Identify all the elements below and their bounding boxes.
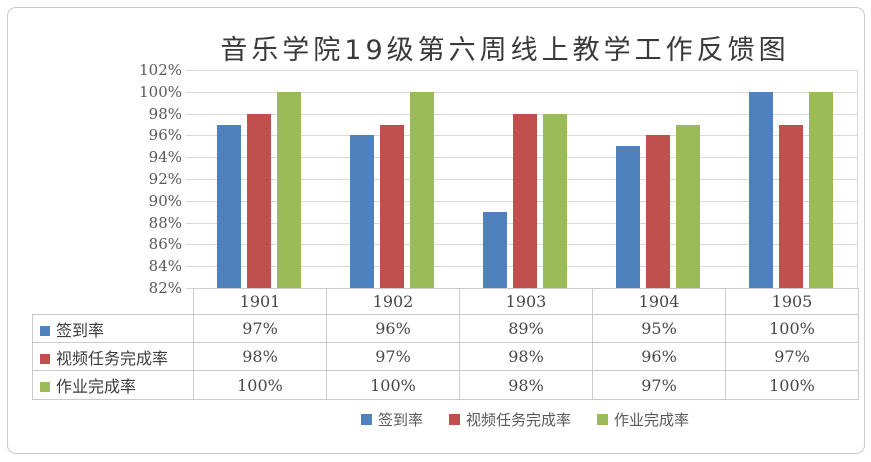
series-swatch-icon [40, 353, 50, 364]
table-row: 签到率 97% 96% 89% 95% 100% [32, 314, 859, 343]
table-header-row: 1901 1902 1903 1904 1905 [33, 288, 859, 315]
bar-作业完成率-1904 [675, 124, 700, 288]
y-axis-tick-label: 96% [148, 126, 182, 145]
table-row: 作业完成率 100% 100% 98% 97% 100% [32, 370, 859, 400]
y-axis-tick-label: 100% [139, 82, 182, 101]
value-cell: 98% [459, 370, 593, 400]
y-axis-tick-label: 86% [148, 235, 182, 254]
value-cell: 98% [459, 342, 593, 371]
chart-title: 音乐学院19级第六周线上教学工作反馈图 [220, 35, 790, 66]
value-cell: 98% [193, 342, 327, 371]
value-cell: 100% [725, 314, 859, 343]
bar-签到率-1904 [615, 146, 640, 288]
legend-item: 视频任务完成率 [448, 409, 571, 430]
series-row-header: 作业完成率 [32, 370, 194, 400]
bar-作业完成率-1901 [277, 91, 302, 288]
data-table: 1901 1902 1903 1904 1905 签到率 97% 96% 89% 95% 100% 视… [32, 288, 859, 400]
y-axis-tick-label: 82% [148, 279, 182, 297]
bar-作业完成率-1903 [543, 113, 567, 288]
bar-视频任务完成率-1905 [778, 124, 803, 288]
value-cell: 89% [459, 314, 593, 343]
y-axis-tick-label: 88% [148, 213, 182, 232]
bar-视频任务完成率-1901 [247, 113, 272, 288]
series-row-label: 作业完成率 [56, 377, 137, 396]
legend-label: 视频任务完成率 [465, 411, 571, 429]
bar-签到率-1901 [217, 124, 242, 288]
category-header-cell: 1905 [725, 288, 859, 315]
value-cell: 96% [592, 342, 726, 371]
value-cell: 95% [592, 314, 726, 343]
value-cell: 97% [592, 370, 726, 400]
legend-swatch-icon [448, 413, 460, 425]
y-axis-tick-label: 90% [148, 191, 182, 210]
series-swatch-icon [40, 382, 50, 392]
table-corner-cell [33, 289, 194, 315]
legend-item: 签到率 [360, 409, 423, 430]
y-axis-tick-label: 98% [148, 104, 182, 123]
legend-swatch-icon [597, 413, 608, 425]
series-row-label: 视频任务完成率 [56, 348, 169, 368]
legend-label: 作业完成率 [614, 411, 690, 429]
value-cell: 97% [326, 342, 460, 371]
series-swatch-icon [40, 325, 50, 336]
gridline [186, 91, 857, 93]
value-cell: 96% [326, 314, 460, 343]
y-axis-tick-label: 94% [148, 148, 182, 167]
series-row-header: 签到率 [32, 314, 194, 343]
category-header-cell: 1903 [459, 288, 593, 315]
category-header-cell: 1904 [592, 288, 726, 315]
value-cell: 97% [193, 314, 327, 343]
value-cell: 100% [193, 370, 327, 400]
category-header-cell: 1901 [193, 288, 327, 315]
bar-签到率-1903 [483, 211, 507, 288]
bar-作业完成率-1902 [410, 91, 435, 288]
gridline [186, 70, 857, 71]
bar-视频任务完成率-1904 [645, 135, 670, 288]
series-row-label: 签到率 [56, 320, 105, 340]
legend: 签到率 视频任务完成率 作业完成率 [193, 406, 857, 432]
bar-签到率-1902 [350, 135, 375, 288]
plot-area [193, 70, 858, 288]
y-axis-tick-label: 84% [148, 257, 182, 276]
legend-swatch-icon [360, 413, 372, 425]
table-row: 视频任务完成率 98% 97% 98% 96% 97% [32, 342, 859, 371]
y-axis-tick-label: 102% [139, 61, 182, 79]
bar-视频任务完成率-1902 [380, 124, 405, 288]
series-row-header: 视频任务完成率 [32, 342, 194, 371]
y-axis-tick-label: 92% [148, 170, 182, 188]
bar-签到率-1905 [748, 91, 773, 288]
value-cell: 97% [725, 342, 859, 371]
legend-label: 签到率 [377, 411, 423, 429]
category-header-cell: 1902 [326, 288, 460, 315]
value-cell: 100% [725, 370, 859, 400]
bar-作业完成率-1905 [808, 91, 833, 288]
bar-视频任务完成率-1903 [513, 113, 537, 288]
legend-item: 作业完成率 [597, 409, 689, 430]
value-cell: 100% [326, 370, 460, 400]
